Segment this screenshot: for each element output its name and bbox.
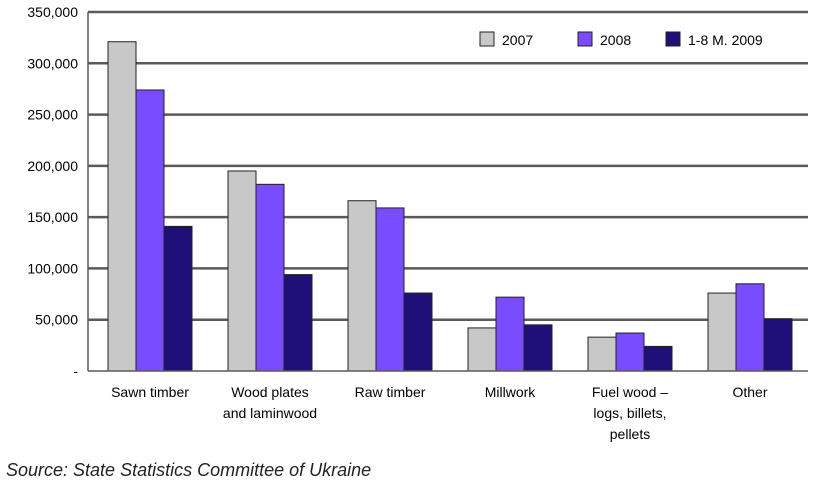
legend-label: 2007 <box>502 32 533 48</box>
legend-swatch <box>577 31 593 47</box>
y-tick-label: 50,000 <box>35 312 78 328</box>
category-label-line: Sawn timber <box>111 384 189 400</box>
category-label-line: Wood plates <box>231 384 309 400</box>
bar-1-8-m-2009 <box>523 324 553 372</box>
bar-2007 <box>227 170 257 372</box>
legend: 2007 2008 1-8 M. 2009 <box>479 31 763 48</box>
category-label: Fuel wood – logs, billets, pellets <box>592 384 668 442</box>
category-label: Raw timber <box>355 384 426 400</box>
bar-2007 <box>347 200 377 372</box>
legend-swatch <box>665 31 681 47</box>
bar-2008 <box>615 332 645 372</box>
y-tick-label: 200,000 <box>27 158 78 174</box>
category-label: Other <box>732 384 767 400</box>
category-label-line: pellets <box>610 426 650 442</box>
bar-chart: - 50,000 100,000 150,000 200,000 250,000 300,0… <box>27 4 808 442</box>
y-tick-label: 250,000 <box>27 107 78 123</box>
category-label-line: Raw timber <box>355 384 426 400</box>
category-label-line: Fuel wood – <box>592 384 668 400</box>
axes <box>87 12 808 372</box>
bar-2008 <box>255 183 285 372</box>
bar-2008 <box>135 89 165 372</box>
bar-1-8-m-2009 <box>163 225 193 372</box>
bar-2008 <box>495 296 525 372</box>
bar-2007 <box>107 41 137 372</box>
category-label-line: Millwork <box>485 384 537 400</box>
bar-1-8-m-2009 <box>763 318 793 372</box>
bar-2008 <box>375 207 405 372</box>
category-label-line: Other <box>732 384 767 400</box>
y-tick-label: 300,000 <box>27 55 78 71</box>
category-label: Wood plates and laminwood <box>223 384 317 421</box>
category-label: Sawn timber <box>111 384 189 400</box>
legend-label: 2008 <box>600 32 631 48</box>
y-tick-label: 150,000 <box>27 209 78 225</box>
bar-2007 <box>467 327 497 372</box>
category-labels: Sawn timber Wood plates and laminwood Raw t… <box>111 384 768 442</box>
bar-2007 <box>707 292 737 372</box>
category-label-line: logs, billets, <box>593 405 666 421</box>
y-tick-label: 100,000 <box>27 260 78 276</box>
legend-swatch <box>479 31 495 47</box>
bar-1-8-m-2009 <box>403 292 433 372</box>
y-tick-label: 350,000 <box>27 4 78 20</box>
category-label-line: and laminwood <box>223 405 317 421</box>
gridlines <box>88 10 808 321</box>
y-tick-label: - <box>73 363 78 379</box>
bar-1-8-m-2009 <box>283 274 313 372</box>
y-tick-labels: - 50,000 100,000 150,000 200,000 250,000 300,0… <box>27 4 78 379</box>
bar-1-8-m-2009 <box>643 345 673 372</box>
legend-label: 1-8 M. 2009 <box>688 32 763 48</box>
source-note: Source: State Statistics Committee of Uk… <box>6 460 372 480</box>
bar-2007 <box>587 336 617 372</box>
bar-2008 <box>735 283 765 372</box>
bars <box>107 41 793 372</box>
category-label: Millwork <box>485 384 537 400</box>
